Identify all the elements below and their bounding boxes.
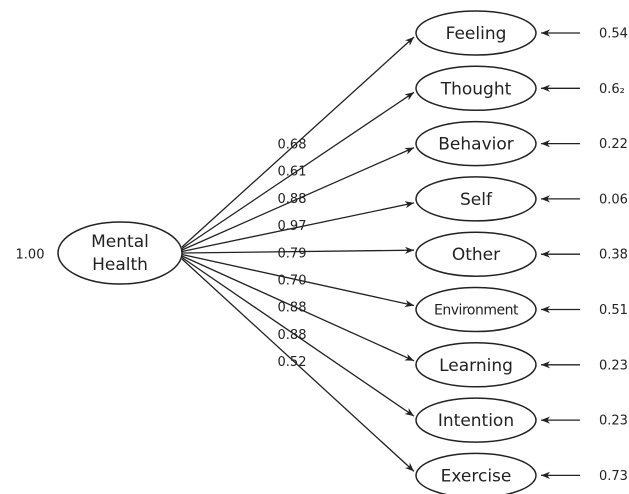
indicator-label: Behavior (438, 135, 514, 155)
loading-value: 0.68 (278, 138, 307, 153)
indicator-node (415, 120, 537, 167)
error-value: 0.23 (599, 414, 628, 429)
error-value: 0.54 (599, 27, 628, 42)
loading-arrow (181, 255, 415, 362)
indicator-label: Exercise (441, 466, 512, 486)
indicator-label: Self (460, 190, 493, 210)
loading-value: 0.88 (278, 301, 307, 316)
loading-arrow (181, 91, 415, 250)
error-value: 0.23 (599, 358, 628, 373)
error-value: 0.06 (599, 192, 628, 207)
loading-arrow (181, 36, 415, 248)
error-value: 0.22 (599, 137, 628, 152)
latent-label: Health (92, 255, 148, 275)
loading-arrow (181, 256, 415, 417)
loading-arrow (181, 258, 415, 472)
indicator-label: Environment (434, 303, 519, 319)
indicator-label: Thought (440, 79, 512, 99)
indicator-node (415, 452, 537, 494)
loading-arrow (181, 147, 415, 251)
loading-arrow (181, 253, 415, 308)
loading-value: 0.97 (278, 219, 307, 234)
indicator-node (415, 342, 537, 388)
loading-value: 0.88 (278, 192, 307, 207)
error-value: 0.6₂ (599, 82, 625, 97)
indicator-label: Intention (438, 411, 514, 431)
indicator-node (415, 231, 537, 277)
error-value: 0.73 (599, 469, 628, 484)
loading-arrow (181, 246, 415, 254)
loading-value: 0.88 (278, 328, 307, 343)
latent-label: Mental (91, 232, 149, 252)
indicator-node (415, 176, 537, 222)
indicator-node (415, 10, 537, 56)
indicator-label: Learning (439, 356, 513, 376)
latent-variance: 1.00 (16, 248, 45, 263)
loading-value: 0.61 (278, 165, 307, 180)
loading-value: 0.52 (278, 355, 307, 370)
loading-value: 0.79 (278, 246, 307, 261)
error-value: 0.38 (599, 248, 628, 263)
loading-arrow (181, 201, 415, 253)
indicator-node (415, 397, 537, 443)
indicator-label: Other (452, 245, 500, 265)
loading-value: 0.70 (278, 274, 307, 289)
indicator-label: Feeling (446, 24, 507, 44)
indicator-node (415, 65, 537, 112)
indicator-node (415, 286, 537, 333)
error-value: 0.51 (599, 303, 628, 318)
